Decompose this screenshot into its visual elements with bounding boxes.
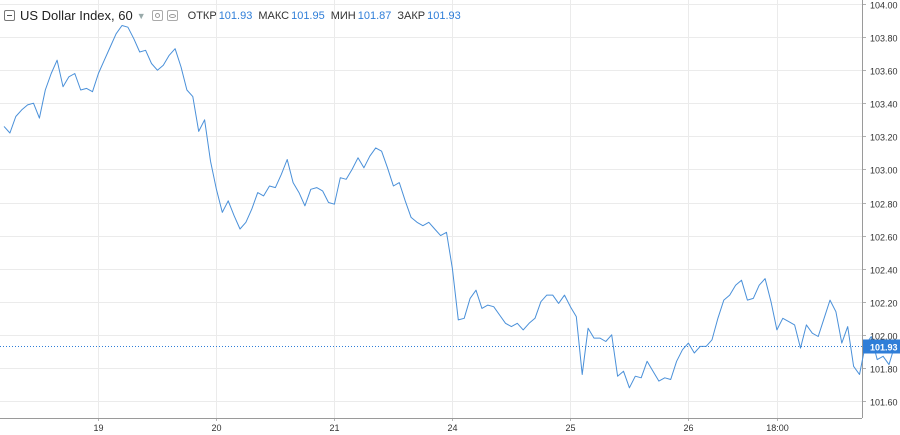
x-tick-label: 21	[329, 423, 339, 433]
x-tick-label: 24	[447, 423, 457, 433]
low-value: 101.87	[357, 9, 392, 22]
settings-icon[interactable]	[151, 10, 163, 21]
y-tick-label: 103.20	[870, 133, 898, 143]
close-value: 101.93	[427, 9, 461, 22]
x-tick-label: 25	[565, 423, 575, 433]
y-tick-label: 102.60	[870, 233, 898, 243]
chevron-down-icon[interactable]: ▼	[136, 10, 146, 21]
last-price-label: 101.93	[870, 343, 898, 353]
chart-legend: US Dollar Index, 60 ▼ ОТКР 101.93 МАКС 1…	[4, 8, 461, 23]
high-label: МАКС	[258, 9, 290, 22]
close-label: ЗАКР	[397, 9, 426, 22]
x-tick-label: 20	[211, 423, 221, 433]
y-tick-label: 102.00	[870, 332, 898, 342]
open-value: 101.93	[218, 9, 253, 22]
y-tick-label: 101.60	[870, 398, 898, 408]
y-tick-label: 102.40	[870, 266, 898, 276]
high-value: 101.95	[291, 9, 325, 22]
y-tick-label: 103.40	[870, 100, 898, 110]
y-tick-label: 103.80	[870, 34, 898, 44]
collapse-icon[interactable]	[4, 10, 15, 21]
x-tick-label: 19	[93, 423, 103, 433]
last-price-tag	[863, 339, 900, 354]
y-tick-label: 101.80	[870, 365, 898, 375]
symbol-title[interactable]: US Dollar Index, 60	[20, 8, 133, 23]
y-tick-label: 102.80	[870, 200, 898, 210]
y-tick-label: 103.00	[870, 166, 898, 176]
open-label: ОТКР	[187, 9, 217, 22]
price-series-line	[3, 25, 900, 389]
x-tick-label: 26	[683, 423, 693, 433]
low-label: МИН	[330, 9, 356, 22]
y-tick-label: 102.20	[870, 299, 898, 309]
y-tick-label: 103.60	[870, 67, 898, 77]
x-tick-label: 18:00	[766, 423, 789, 433]
visibility-icon[interactable]	[166, 10, 178, 21]
y-tick-label: 104.00	[870, 1, 898, 11]
